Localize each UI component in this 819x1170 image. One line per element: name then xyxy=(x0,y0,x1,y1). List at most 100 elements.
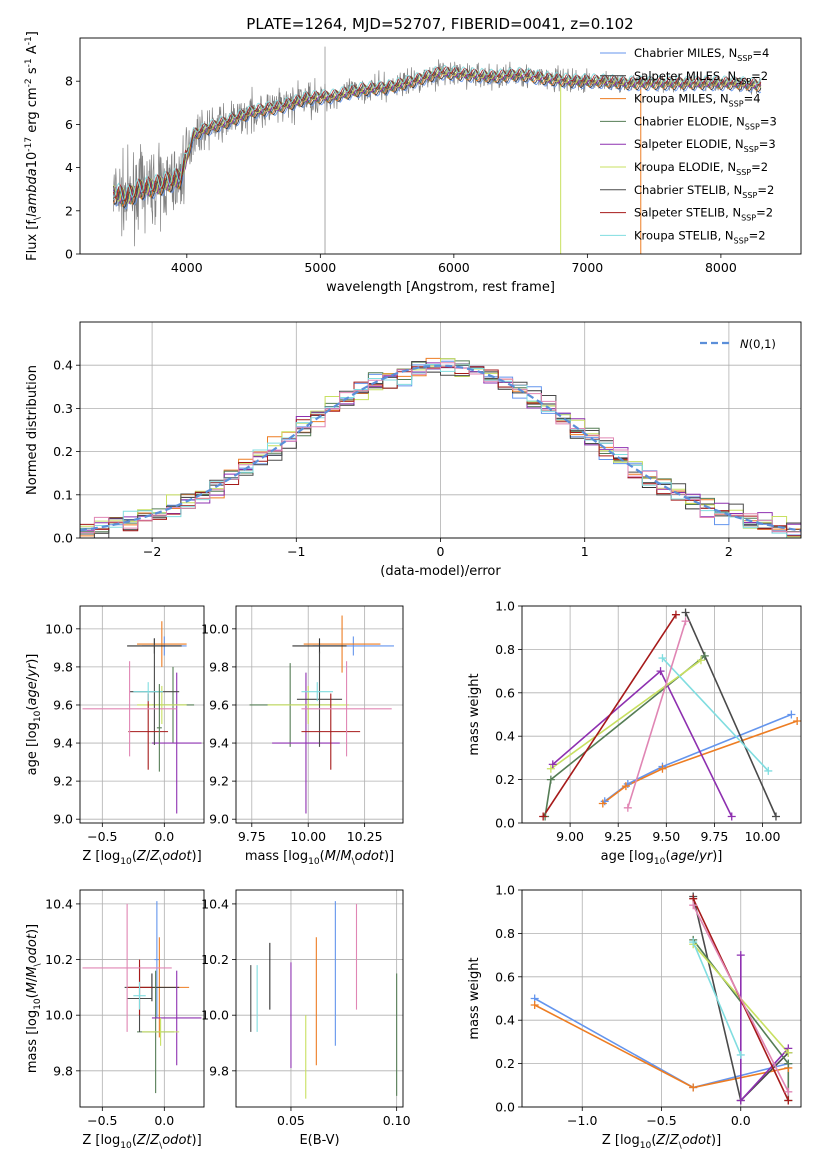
y-tick-label: 0.0 xyxy=(53,531,73,546)
y-tick-label: 0.0 xyxy=(495,1100,515,1115)
mass-weight-line xyxy=(661,657,769,772)
plus-marker xyxy=(793,717,802,726)
legend-entry: Salpeter STELIB, NSSP=2 xyxy=(634,206,773,223)
y-tick-label: 10.2 xyxy=(201,952,229,967)
y-tick-label: 9.8 xyxy=(53,1063,73,1078)
plus-marker xyxy=(727,812,736,821)
x-tick-label: −1.0 xyxy=(567,1113,597,1128)
plus-marker xyxy=(736,951,745,960)
plus-marker xyxy=(623,803,632,812)
panel-residuals: N(0,1) −2 −1 0 1 2 0.0 0.1 0.2 0.3 0.4 (data-model)… xyxy=(25,321,802,579)
x-axis-label: mass [log10(M/M\odot)] xyxy=(245,849,394,867)
y-tick-label: 0.3 xyxy=(53,401,73,416)
y-tick-label: 9.8 xyxy=(53,659,73,674)
plot-area xyxy=(82,901,202,1094)
mass-weight-line xyxy=(627,620,687,809)
plus-marker xyxy=(530,1001,539,1010)
gaussian-curve xyxy=(80,364,801,532)
plot-area xyxy=(249,615,394,814)
axes-frame xyxy=(79,889,205,1108)
y-tick-label: 10.4 xyxy=(45,896,73,911)
plus-marker xyxy=(784,1059,793,1068)
y-tick-label: 1.0 xyxy=(495,883,515,898)
x-tick-label: 2 xyxy=(725,544,733,559)
error-cross xyxy=(303,615,381,673)
y-tick-label: 0.0 xyxy=(495,816,515,831)
panel-mass_vs_Z: −0.5 0.0 9.8 10.0 10.2 10.4 Z [log10(Z/Z\odot)… xyxy=(25,889,205,1151)
plus-marker xyxy=(764,766,773,775)
legend-entry: Kroupa STELIB, NSSP=2 xyxy=(634,228,766,245)
y-axis-label: Normed distribution xyxy=(25,365,40,495)
y-tick-label: 0.4 xyxy=(495,1013,515,1028)
x-axis-label: E(B-V) xyxy=(299,1133,339,1148)
mass-weight-line xyxy=(550,659,702,770)
y-axis-label: Flux [f\lambda10-17 erg cm-2 s-1 A-1] xyxy=(24,31,43,261)
y-tick-label: 1.0 xyxy=(495,599,515,614)
mass-weight-line xyxy=(684,612,777,817)
x-tick-label: 0.05 xyxy=(277,1113,305,1128)
error-cross xyxy=(151,672,202,814)
y-tick-label: 0.4 xyxy=(495,729,515,744)
y-axis-label: age [log10(age/yr)] xyxy=(25,654,43,776)
error-cross xyxy=(267,685,349,725)
y-tick-label: 9.6 xyxy=(209,697,229,712)
x-tick-label: 0.0 xyxy=(731,1113,751,1128)
y-tick-label: 10.0 xyxy=(201,1008,229,1023)
x-tick-label: −0.5 xyxy=(87,1113,117,1128)
panel-massweight_vs_Z: −1.0 −0.5 0.0 0.0 0.2 0.4 0.6 0.8 1.0 Z [log10(Z/… xyxy=(467,883,802,1151)
error-cross xyxy=(292,638,347,654)
error-cross xyxy=(272,672,340,814)
y-tick-label: 0.2 xyxy=(53,444,73,459)
y-tick-label: 0.8 xyxy=(495,926,515,941)
x-tick-label: 5000 xyxy=(304,260,336,275)
plus-marker xyxy=(598,799,607,808)
model-spectrum xyxy=(113,64,762,200)
x-tick-label: −1 xyxy=(287,544,305,559)
plus-marker xyxy=(546,775,555,784)
error-cross xyxy=(142,1017,180,1046)
legend-entry: Chabrier ELODIE, NSSP=3 xyxy=(634,114,777,131)
mass-weight-line xyxy=(602,720,798,805)
axes-frame xyxy=(235,605,404,824)
y-tick-label: 10.2 xyxy=(45,952,73,967)
x-tick-label: 6000 xyxy=(438,260,470,275)
error-cross xyxy=(301,661,392,757)
x-tick-label: 0 xyxy=(437,544,445,559)
x-tick-label: 0.0 xyxy=(154,1113,174,1128)
y-tick-label: 9.6 xyxy=(53,697,73,712)
plus-marker xyxy=(658,764,667,773)
plus-marker xyxy=(784,1087,793,1096)
x-tick-label: 0.10 xyxy=(383,1113,411,1128)
axes-frame xyxy=(235,889,404,1108)
x-tick-label: 10.00 xyxy=(745,829,781,844)
x-axis-label: wavelength [Angstrom, rest frame] xyxy=(326,280,555,295)
plus-marker xyxy=(689,1083,698,1092)
x-axis-label: Z [log10(Z/Z\odot)] xyxy=(82,849,201,867)
x-tick-label: 9.50 xyxy=(652,829,680,844)
legend-entry: Kroupa MILES, NSSP=4 xyxy=(634,92,761,109)
plus-marker xyxy=(539,812,548,821)
plot-area xyxy=(82,621,202,814)
y-tick-label: 6 xyxy=(65,117,73,132)
plus-marker xyxy=(681,617,690,626)
error-cross xyxy=(301,693,361,770)
error-cross xyxy=(301,682,334,702)
error-cross xyxy=(128,693,169,770)
x-tick-label: 10.25 xyxy=(347,829,383,844)
plot-area xyxy=(534,896,790,1103)
x-tick-label: −2 xyxy=(143,544,161,559)
y-tick-label: 9.4 xyxy=(53,736,73,751)
y-tick-label: 9.2 xyxy=(209,774,229,789)
x-axis-label: age [log10(age/yr)] xyxy=(601,849,723,867)
y-tick-label: 0.2 xyxy=(495,772,515,787)
plus-marker xyxy=(689,938,698,947)
plus-marker xyxy=(656,667,665,676)
y-tick-label: 10.0 xyxy=(45,1008,73,1023)
plus-marker xyxy=(736,1050,745,1059)
plus-marker xyxy=(787,710,796,719)
plus-marker xyxy=(658,654,667,663)
plus-marker xyxy=(736,1096,745,1105)
panel-spectrum: Chabrier MILES, NSSP=4 Salpeter MILES, NS… xyxy=(24,31,802,295)
x-tick-label: 0.0 xyxy=(154,829,174,844)
